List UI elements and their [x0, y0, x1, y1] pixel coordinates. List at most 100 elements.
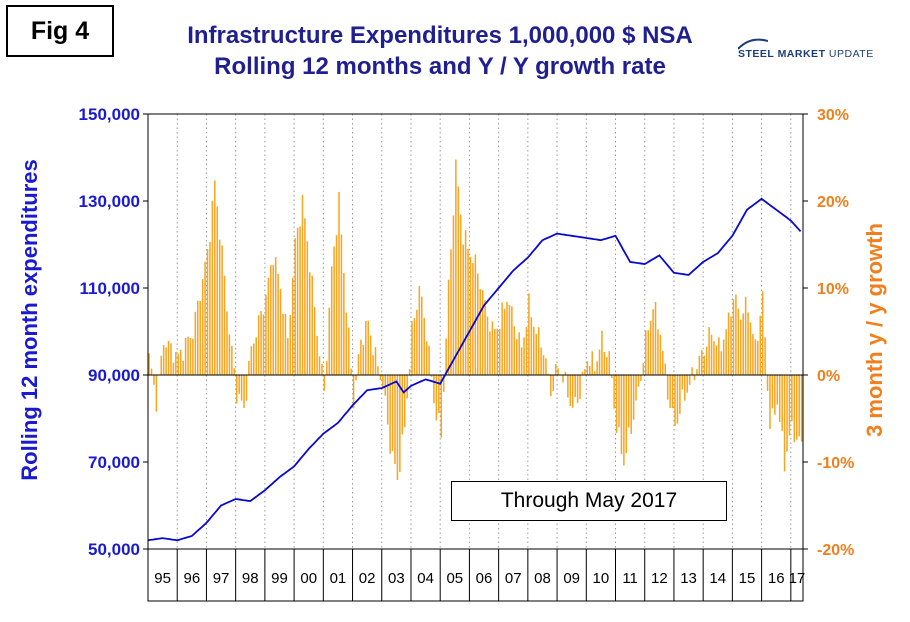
- growth-bar: [377, 366, 379, 375]
- growth-bar: [749, 322, 752, 375]
- growth-bar: [491, 321, 494, 375]
- growth-bar: [350, 368, 352, 375]
- growth-bar: [613, 375, 615, 409]
- growth-bar: [776, 375, 779, 405]
- growth-bar: [744, 296, 747, 375]
- x-tick-label: 95: [154, 570, 171, 587]
- growth-bar: [360, 339, 362, 375]
- growth-bar: [666, 375, 669, 400]
- growth-bar: [698, 355, 701, 375]
- growth-bar: [494, 329, 496, 375]
- growth-bar: [725, 329, 727, 375]
- growth-bar: [270, 265, 272, 375]
- growth-bar: [603, 352, 606, 375]
- x-tick-label: 97: [213, 570, 230, 587]
- growth-bar: [384, 375, 387, 396]
- growth-bar: [209, 242, 211, 375]
- growth-bar: [545, 358, 547, 375]
- x-tick-label: 06: [476, 570, 493, 587]
- growth-bar: [508, 304, 511, 375]
- growth-bar: [713, 341, 715, 375]
- growth-bar: [720, 351, 723, 375]
- growth-bar: [306, 241, 309, 375]
- growth-bar: [606, 357, 608, 375]
- growth-bar: [408, 369, 411, 375]
- growth-bar: [204, 261, 206, 375]
- growth-bar: [389, 375, 391, 454]
- growth-bar: [187, 336, 189, 375]
- left-tick-label: 70,000: [88, 453, 140, 472]
- growth-bar: [423, 318, 425, 375]
- growth-bar: [221, 245, 223, 375]
- growth-bar: [194, 311, 197, 375]
- growth-bar: [523, 337, 525, 375]
- growth-bar: [196, 300, 199, 375]
- growth-bar: [455, 159, 457, 375]
- growth-bar: [287, 338, 289, 375]
- logo-swoosh-icon: [738, 38, 768, 50]
- growth-bar: [355, 375, 357, 381]
- growth-bar: [798, 375, 800, 437]
- growth-bars: [148, 159, 803, 481]
- growth-bar: [226, 311, 228, 375]
- growth-bar: [343, 272, 345, 375]
- growth-bar: [257, 315, 260, 375]
- growth-bar: [688, 375, 691, 385]
- left-tick-label: 90,000: [88, 366, 140, 385]
- growth-bar: [231, 345, 233, 375]
- growth-bar: [757, 340, 759, 375]
- x-tick-label: 12: [651, 570, 668, 587]
- growth-bar: [571, 375, 574, 408]
- growth-bar: [659, 334, 662, 375]
- growth-bar: [248, 361, 250, 375]
- growth-bar: [474, 254, 477, 375]
- growth-bar: [593, 371, 596, 375]
- growth-bar: [591, 351, 593, 375]
- growth-bar: [715, 345, 718, 375]
- growth-bar: [754, 339, 757, 375]
- growth-bar: [250, 346, 253, 375]
- growth-bar: [718, 337, 720, 375]
- growth-bar: [148, 353, 150, 375]
- growth-bar: [170, 343, 172, 375]
- growth-bar: [732, 299, 735, 375]
- x-tick-label: 03: [388, 570, 405, 587]
- growth-bar: [274, 257, 277, 375]
- growth-bar: [708, 327, 710, 375]
- growth-bar: [253, 343, 255, 375]
- growth-bar: [296, 227, 299, 375]
- growth-bar: [506, 301, 508, 375]
- growth-bar: [791, 375, 793, 422]
- growth-bar: [262, 314, 265, 375]
- growth-bar: [309, 272, 311, 375]
- x-tick-label: 02: [359, 570, 376, 587]
- x-tick-label: 04: [417, 570, 434, 587]
- chart-subtitle: Rolling 12 months and Y / Y growth rate: [214, 53, 666, 80]
- growth-bar: [511, 306, 513, 375]
- growth-bar: [401, 375, 404, 435]
- growth-bar: [739, 319, 742, 375]
- x-tick-label: 09: [563, 570, 580, 587]
- growth-bar: [318, 356, 321, 375]
- steel-market-update-logo: STEEL MARKET UPDATE: [738, 38, 898, 66]
- growth-bar: [445, 338, 447, 375]
- left-tick-label: 110,000: [79, 279, 140, 298]
- growth-bar: [425, 341, 428, 375]
- growth-bar: [722, 339, 725, 375]
- left-tick-label: 150,000: [79, 105, 140, 124]
- growth-bar: [416, 309, 418, 375]
- growth-bar: [245, 375, 248, 401]
- growth-bar: [367, 320, 369, 375]
- growth-bar: [737, 308, 740, 375]
- growth-bar: [459, 214, 462, 375]
- growth-bar: [153, 375, 155, 385]
- growth-bar: [369, 335, 372, 375]
- x-axis-ticks: 95 96 97 98 99 00 01 02 03 04 05 06 07 08 09 10 11 12 13 14…: [154, 570, 805, 587]
- growth-bar: [518, 332, 520, 375]
- growth-bar: [554, 364, 557, 375]
- growth-bar: [357, 354, 360, 375]
- growth-bar: [304, 218, 306, 375]
- x-tick-label: 05: [446, 570, 463, 587]
- growth-bar: [421, 296, 423, 375]
